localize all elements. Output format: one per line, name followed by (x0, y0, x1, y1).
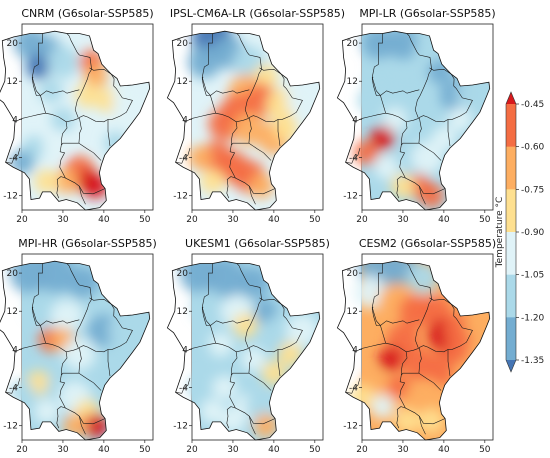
map-panel-mpihr: MPI-HR (G6solar-SSP585) 20 30 40 50 20 12 4 -4 -1… (0, 237, 157, 455)
lon-tick-label: 30 (227, 445, 239, 455)
lat-tick-label: -4 (349, 384, 358, 394)
lat-tick-label: 20 (177, 269, 189, 279)
lon-tick-label: 50 (309, 445, 321, 455)
colorbar-extend-min (506, 360, 516, 372)
colorbar-extend-max (506, 92, 516, 104)
panel-title: IPSL-CM6A-LR (G6solar-SSP585) (170, 7, 345, 20)
lat-tick-label: -12 (343, 192, 358, 202)
colorbar-tick-label: -1.35 (521, 356, 544, 366)
lat-tick-label: 12 (7, 307, 18, 317)
lon-tick-label: 40 (98, 445, 110, 455)
lon-tick-label: 30 (397, 445, 409, 455)
colorbar-tick-label: -1.20 (521, 313, 545, 323)
colorbar-tick-label: -0.90 (521, 228, 545, 238)
coastline (0, 30, 151, 211)
country-borders (345, 33, 473, 205)
panel-title: MPI-LR (G6solar-SSP585) (359, 7, 495, 20)
lon-tick-label: 20 (186, 445, 198, 455)
lon-tick-label: 30 (57, 215, 69, 225)
lon-tick-label: 40 (268, 445, 280, 455)
coastline (336, 30, 491, 211)
lat-tick-label: 12 (7, 77, 18, 87)
panel-title: UKESM1 (G6solar-SSP585) (185, 237, 330, 250)
colorbar-segment (506, 189, 516, 233)
lat-tick-label: -12 (343, 422, 358, 432)
lon-tick-label: 50 (479, 215, 491, 225)
lat-tick-label: 20 (347, 269, 359, 279)
lon-tick-label: 20 (16, 215, 28, 225)
colorbar-tick-label: -0.60 (521, 143, 545, 153)
lon-tick-label: 30 (57, 445, 69, 455)
colorbar-segment (506, 146, 516, 190)
lat-tick-label: 4 (12, 115, 18, 125)
country-borders (345, 263, 473, 435)
map-panel-ipsl: IPSL-CM6A-LR (G6solar-SSP585) 20 30 40 50 20 1… (166, 7, 345, 225)
lon-tick-label: 20 (356, 215, 368, 225)
lat-tick-label: 12 (347, 77, 358, 87)
lat-tick-label: -4 (179, 384, 188, 394)
map-panel-cnrm: CNRM (G6solar-SSP585) 20 30 40 50 20 12 4 -4 -12 (0, 7, 154, 225)
map-panel-ukesm: UKESM1 (G6solar-SSP585) 20 30 40 50 20 12 4 -4 -1… (166, 237, 330, 455)
lat-tick-label: 4 (352, 345, 358, 355)
lon-tick-label: 20 (16, 445, 28, 455)
lat-tick-label: 12 (177, 307, 188, 317)
colorbar: -0.45 -0.60 -0.75 -0.90 -1.05 -1.20 -1.35 Tempe… (495, 91, 545, 373)
panel-title: MPI-HR (G6solar-SSP585) (18, 237, 157, 250)
lat-tick-label: -12 (173, 192, 188, 202)
lat-tick-label: -4 (9, 154, 18, 164)
lat-tick-label: -12 (3, 422, 18, 432)
lat-tick-label: 12 (177, 77, 188, 87)
lat-tick-label: -4 (349, 154, 358, 164)
lat-tick-label: 4 (182, 345, 188, 355)
lat-tick-label: -12 (3, 192, 18, 202)
lat-tick-label: 12 (347, 307, 358, 317)
panel-title: CESM2 (G6solar-SSP585) (359, 237, 496, 250)
lon-tick-label: 50 (139, 215, 151, 225)
coastline (166, 260, 321, 441)
colorbar-tick-label: -1.05 (521, 271, 544, 281)
lat-tick-label: 20 (347, 39, 359, 49)
lat-tick-label: 20 (7, 269, 19, 279)
lon-tick-label: 40 (438, 215, 450, 225)
lon-tick-label: 20 (186, 215, 198, 225)
lat-tick-label: -12 (173, 422, 188, 432)
lon-tick-label: 40 (438, 445, 450, 455)
lat-tick-label: 20 (7, 39, 19, 49)
lon-tick-label: 50 (479, 445, 491, 455)
colorbar-segment (506, 317, 516, 361)
map-panel-cesm: CESM2 (G6solar-SSP585) 20 30 40 50 20 12 4 -4 -12 (336, 237, 496, 455)
country-borders (5, 33, 133, 205)
lat-tick-label: 4 (352, 115, 358, 125)
colorbar-segment (506, 104, 516, 147)
colorbar-segment (506, 232, 516, 275)
colorbar-tick-label: -0.45 (521, 100, 544, 110)
lon-tick-label: 40 (268, 215, 280, 225)
country-borders (5, 263, 133, 435)
lon-tick-label: 30 (227, 215, 239, 225)
lon-tick-label: 50 (309, 215, 321, 225)
country-borders (175, 33, 303, 205)
colorbar-segment (506, 274, 516, 318)
coastline (336, 260, 491, 441)
temperature-field (9, 31, 150, 210)
lat-tick-label: -4 (9, 384, 18, 394)
lat-tick-label: 4 (12, 345, 18, 355)
colorbar-label: Temperature °C (495, 197, 505, 269)
coastline (166, 30, 321, 211)
lon-tick-label: 30 (397, 215, 409, 225)
lon-tick-label: 40 (98, 215, 110, 225)
lon-tick-label: 50 (139, 445, 151, 455)
lat-tick-label: 4 (182, 115, 188, 125)
lon-tick-label: 20 (356, 445, 368, 455)
lat-tick-label: 20 (177, 39, 189, 49)
map-panel-mpilr: MPI-LR (G6solar-SSP585) 20 30 40 50 20 12 4 -4 -1… (336, 7, 496, 225)
colorbar-tick-label: -0.75 (521, 185, 544, 195)
temperature-field (353, 31, 490, 210)
lat-tick-label: -4 (179, 154, 188, 164)
country-borders (175, 263, 303, 435)
coastline (0, 260, 151, 441)
panel-title: CNRM (G6solar-SSP585) (21, 7, 153, 20)
